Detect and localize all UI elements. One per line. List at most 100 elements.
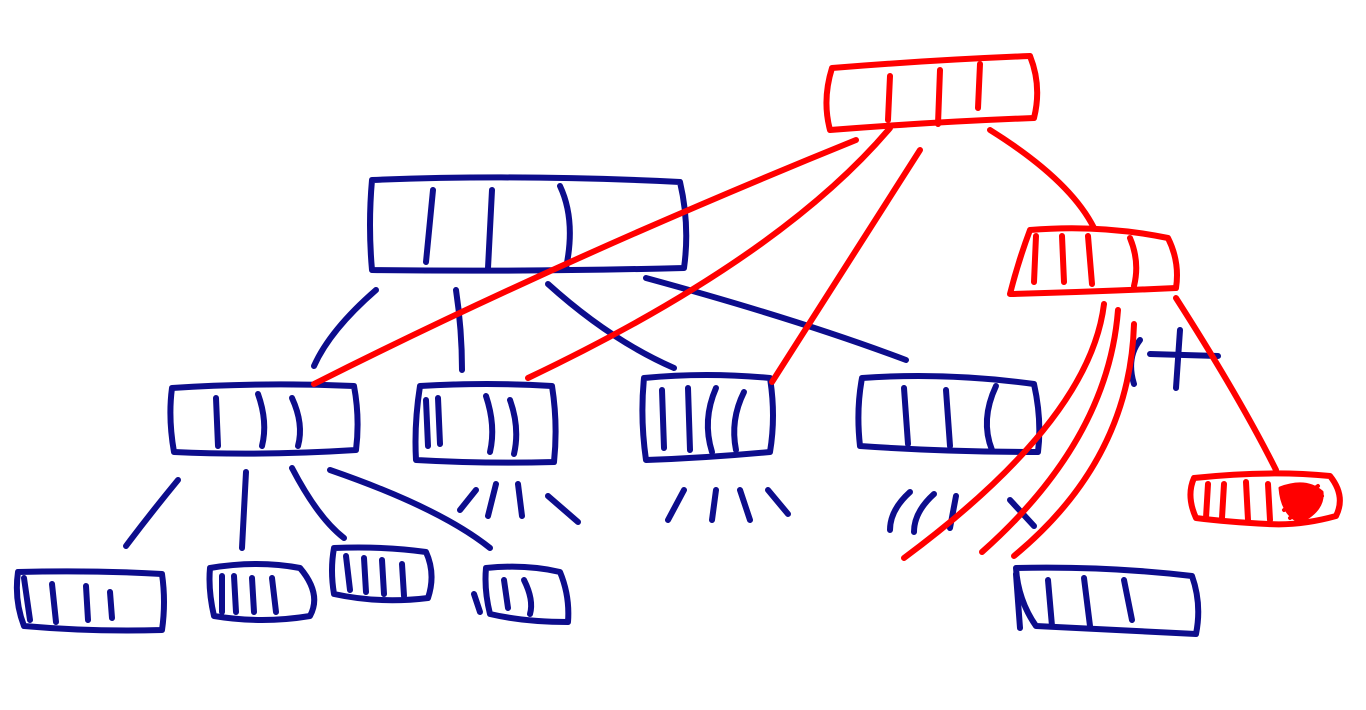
old-pointer-stub [1173,327,1183,391]
old-node-slot-divider [983,383,999,453]
old-node-slot-divider [731,389,747,453]
old-root-edge [311,287,379,369]
old-node-edge-stub [911,491,937,535]
old-node-slot-divider [704,385,719,455]
new-root-slot-divider [975,61,983,111]
old-leaf-node [329,544,435,604]
old-node-edge-stub [485,481,499,519]
new-child-box [1007,225,1180,297]
old-leaf-box [329,544,435,604]
old-root-slot-divider [485,187,495,271]
old-node-slot-divider [255,391,268,449]
old-level1-node [855,373,1043,455]
new-child-edge [979,307,1121,555]
old-root-node [367,174,690,274]
new-root-edge [987,127,1097,231]
old-node-slot-divider [901,385,911,447]
old-leaf-box [482,563,572,625]
old-root-slot-divider [557,183,573,271]
new-root-slot-divider [935,67,943,127]
cross-mark [1147,351,1221,359]
new-tree [311,53,1343,561]
old-root-edge [453,287,465,373]
old-leaf-slot-divider [501,577,511,611]
old-leaf-slot-divider [231,573,239,615]
new-root-box [823,53,1041,133]
old-node-box [167,381,361,457]
old-node-edge-stub [457,487,479,513]
old-node-box [855,373,1043,455]
old-leaf-slot-divider [399,561,407,599]
old-root-edge [643,275,909,363]
new-root-edge [769,147,923,385]
new-child-edge [1173,295,1279,473]
new-child-edge [1011,321,1137,559]
old-node-box [412,381,559,466]
old-leaf-slot-divider [49,581,59,625]
old-leaf-slot-divider [521,577,535,617]
old-node-slot-divider [423,397,431,449]
old-leaf-slot-divider [249,575,257,615]
old-node-edge [327,467,493,551]
old-node-edge-stub [765,487,791,517]
old-node-slot-divider [435,395,443,447]
new-leaf-slot-divider [1243,479,1251,523]
old-leaf-slot-divider [83,583,91,623]
old-leaf-node [471,563,572,625]
old-leaf-node [206,561,318,623]
old-leaf-node [1013,564,1202,637]
old-node-slot-divider [483,393,496,455]
old-node-edge-stub [887,489,913,533]
old-node-slot-divider [659,387,667,451]
old-leaf-slot-divider [1121,577,1135,623]
old-leaf-slot-divider [379,557,387,597]
old-root-slot-divider [423,187,436,265]
old-node-slot-divider [507,397,520,457]
new-child-node [1007,225,1180,297]
old-node-edge [123,477,181,549]
new-child-slot-divider [1031,233,1039,285]
new-child-slot-divider [1127,235,1140,289]
new-root-node [823,53,1041,133]
old-leaf-slot-divider [471,591,483,615]
old-node-slot-divider [289,395,303,449]
new-root-slot-divider [885,73,893,123]
new-child-edge [901,301,1107,561]
old-leaf-slot-divider [1013,571,1023,631]
old-node-edge [289,465,347,541]
new-leaf-slot-divider [1219,481,1227,521]
old-leaf-node [13,568,167,634]
old-node-edge-stub [665,487,687,523]
old-leaf-slot-divider [343,553,353,593]
old-leaf-box [206,561,318,623]
new-child-slot-divider [1085,233,1095,287]
old-node-edge-stub [737,487,753,523]
old-leaf-box [1013,564,1202,637]
old-level1-node [412,381,559,466]
old-node-slot-divider [943,387,953,449]
old-root-node-box [367,174,690,274]
old-level1-node [639,372,776,463]
old-tree [13,174,1221,637]
new-leaf-hatch [1282,484,1320,512]
old-node-edge-stub [709,487,719,523]
old-node-edge-stub [545,493,581,525]
new-root-edge [311,137,859,387]
old-node-slot-divider [213,395,221,449]
old-leaf-slot-divider [1081,575,1093,629]
old-level1-node [167,381,361,457]
new-child-slot-divider [1059,233,1067,285]
old-node-edge-stub [515,481,525,519]
old-leaf-slot-divider [1045,577,1055,629]
old-leaf-slot-divider [107,589,115,621]
old-leaf-slot-divider [361,555,369,595]
new-root-edge [525,125,893,381]
old-leaf-slot-divider [269,575,279,615]
old-root-edge [545,281,677,371]
old-node-box [639,372,776,463]
old-node-edge [239,469,249,551]
new-leaf-slot-divider [1265,481,1273,523]
new-leaf-box [1187,470,1343,528]
